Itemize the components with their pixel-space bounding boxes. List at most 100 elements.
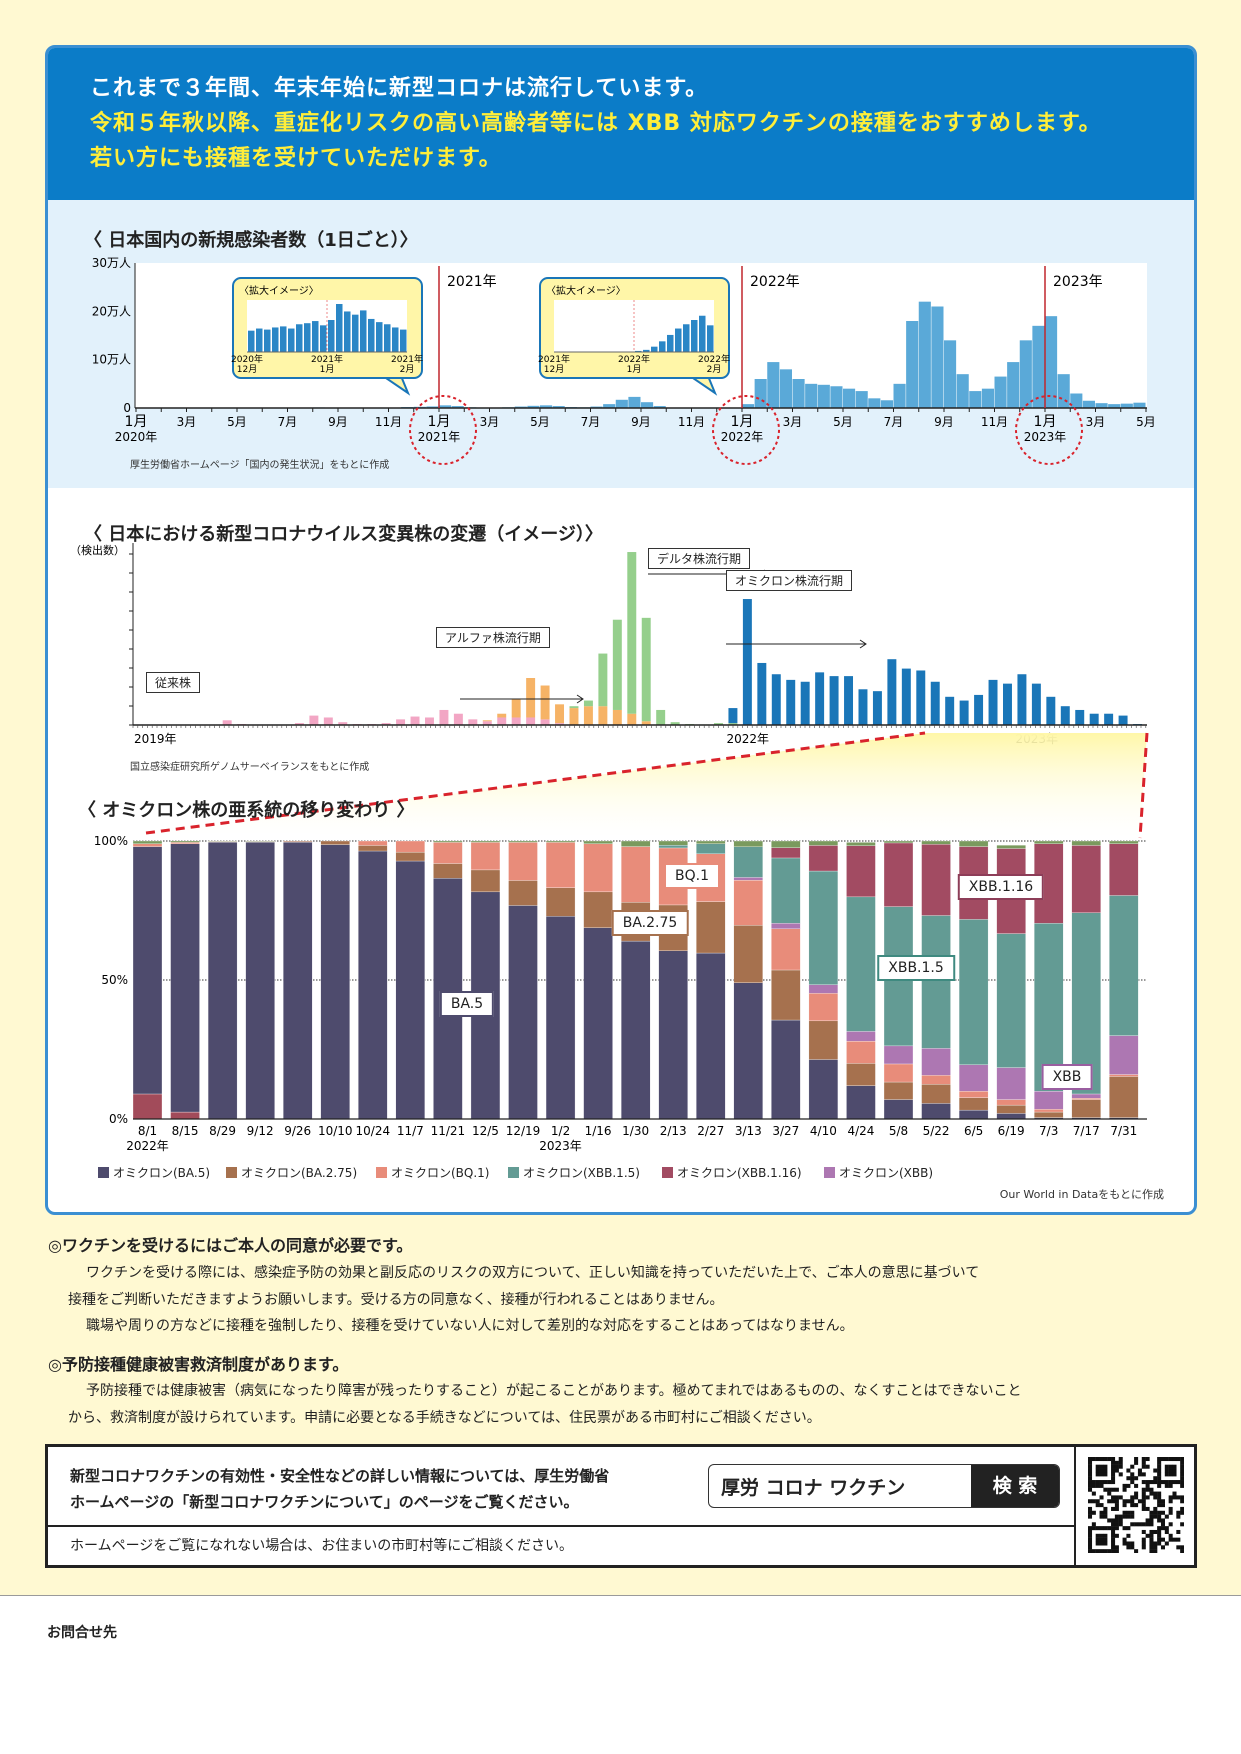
qr-module: [1088, 1506, 1093, 1511]
zoom-line-left: [145, 731, 926, 835]
inset-bar: [376, 322, 383, 352]
variant-bar-omicron: [771, 674, 781, 725]
stacked-bar-other_top: [733, 840, 763, 847]
qr-module: [1141, 1457, 1146, 1462]
qr-module: [1160, 1480, 1165, 1485]
inset-bar: [360, 310, 367, 352]
variant-bar-omicron: [1017, 674, 1027, 725]
x-tick-label: 10/24: [356, 1124, 391, 1138]
stacked-bar-other_top: [433, 840, 463, 843]
qr-module: [1149, 1518, 1154, 1523]
variant-bar-alpha: [555, 704, 565, 724]
stacked-bar-BQ.1: [996, 1099, 1026, 1106]
qr-module: [1126, 1510, 1131, 1515]
x-tick-label: 7/31: [1110, 1124, 1137, 1138]
inset-bar: [651, 346, 658, 352]
qr-module: [1149, 1541, 1154, 1546]
bar: [868, 398, 881, 408]
x-tick-label: 4/10: [810, 1124, 837, 1138]
stacked-bar-BA.5: [320, 844, 350, 1120]
variant-bar-delta: [728, 723, 738, 725]
qr-module: [1130, 1495, 1135, 1500]
stacked-bar-BQ.1: [883, 1063, 914, 1083]
variant-bar-omicron: [728, 708, 738, 724]
qr-module: [1180, 1468, 1184, 1473]
sublineage-chart: 0% 50% 100% 8/1 8/15 8/29 9/12 9/26 10/10 10/24 11…: [94, 834, 1147, 1153]
qr-module: [1103, 1537, 1108, 1542]
qr-module: [1145, 1483, 1150, 1488]
search-box[interactable]: 厚労 コロナ ワクチン 検 索: [708, 1464, 1060, 1508]
qr-module: [1111, 1464, 1116, 1469]
legend-ba5: オミクロン(BA.5): [98, 1164, 210, 1181]
year-marker-label: 2022年: [750, 274, 800, 290]
bar: [742, 404, 755, 408]
bar: [817, 384, 830, 408]
stacked-bar-other_top: [1109, 840, 1139, 844]
inset-bar: [336, 304, 343, 352]
qr-code[interactable]: [1088, 1457, 1184, 1553]
qr-module: [1095, 1541, 1100, 1546]
inset-bar: [256, 328, 263, 352]
variant-bar-omicron: [1104, 713, 1114, 725]
qr-module: [1111, 1457, 1116, 1462]
qr-module: [1176, 1480, 1181, 1485]
bar: [969, 391, 982, 408]
qr-module: [1149, 1529, 1154, 1534]
stacked-bar-other_low: [132, 1093, 163, 1120]
search-button[interactable]: 検 索: [971, 1465, 1059, 1507]
stacked-bar-XBB: [808, 984, 839, 994]
stacked-bar-other_top: [508, 840, 538, 843]
variant-bar-omicron: [786, 679, 796, 725]
stacked-bar-BA.5: [808, 1059, 839, 1120]
qr-module: [1157, 1529, 1162, 1534]
qr-module: [1153, 1549, 1158, 1553]
info-text-2: ホームページの「新型コロナワクチンについて」のページをご覧ください。: [70, 1493, 579, 1511]
variant-bar-conventional: [425, 717, 434, 725]
variants-title: 〈 日本における新型コロナウイルス変異株の変遷（イメージ）〉: [84, 524, 603, 545]
qr-module: [1088, 1545, 1093, 1550]
qr-module: [1114, 1460, 1119, 1465]
x-tick-label: 11月: [678, 415, 705, 429]
qr-module: [1172, 1495, 1177, 1500]
x-year-label: 2021年: [418, 430, 461, 444]
stacked-bar-BA.2.75: [433, 863, 463, 879]
stacked-bar-BA.5: [583, 927, 613, 1120]
variant-bar-omicron: [1031, 683, 1041, 725]
qr-module: [1141, 1480, 1146, 1485]
qr-module: [1172, 1457, 1177, 1462]
x-tick-label: 9月: [631, 415, 651, 429]
x-year-label: 2023年: [1024, 430, 1067, 444]
qr-module: [1088, 1457, 1093, 1462]
infections-title: 〈 日本国内の新規感染者数（1日ごと）〉: [84, 230, 418, 251]
qr-module: [1157, 1468, 1162, 1473]
x-tick-label: 1月: [125, 414, 148, 430]
bar: [1045, 316, 1058, 408]
y-tick-label: 20万人: [92, 304, 131, 318]
bar: [451, 406, 464, 408]
qr-module: [1157, 1514, 1162, 1519]
qr-module: [1118, 1457, 1123, 1462]
qr-module: [1114, 1514, 1119, 1519]
bar: [944, 340, 957, 408]
info-panel: これまで３年間、年末年始に新型コロナは流行しています。 令和５年秋以降、重症化リ…: [45, 45, 1197, 1215]
stacked-bar-other_low: [170, 1111, 200, 1120]
qr-module: [1107, 1491, 1112, 1496]
qr-module: [1134, 1495, 1139, 1500]
qr-module: [1130, 1541, 1135, 1546]
stacked-bar-BQ.1: [470, 842, 501, 871]
variant-bar-omicron: [872, 691, 882, 725]
infections-source: 厚生労働省ホームページ「国内の発生状況」をもとに作成: [130, 460, 390, 471]
variant-bar-alpha: [526, 678, 536, 718]
qr-module: [1107, 1457, 1112, 1462]
qr-module: [1088, 1464, 1093, 1469]
inset-bar: [264, 329, 271, 352]
bar: [1120, 403, 1133, 408]
qr-module: [1134, 1491, 1139, 1496]
search-query[interactable]: 厚労 コロナ ワクチン: [721, 1477, 906, 1499]
bar: [767, 362, 780, 408]
qr-module: [1157, 1510, 1162, 1515]
qr-module: [1126, 1533, 1131, 1538]
x-tick-label: 1/2: [551, 1124, 570, 1138]
legend-swatch: [508, 1167, 519, 1178]
qr-module: [1164, 1483, 1169, 1488]
